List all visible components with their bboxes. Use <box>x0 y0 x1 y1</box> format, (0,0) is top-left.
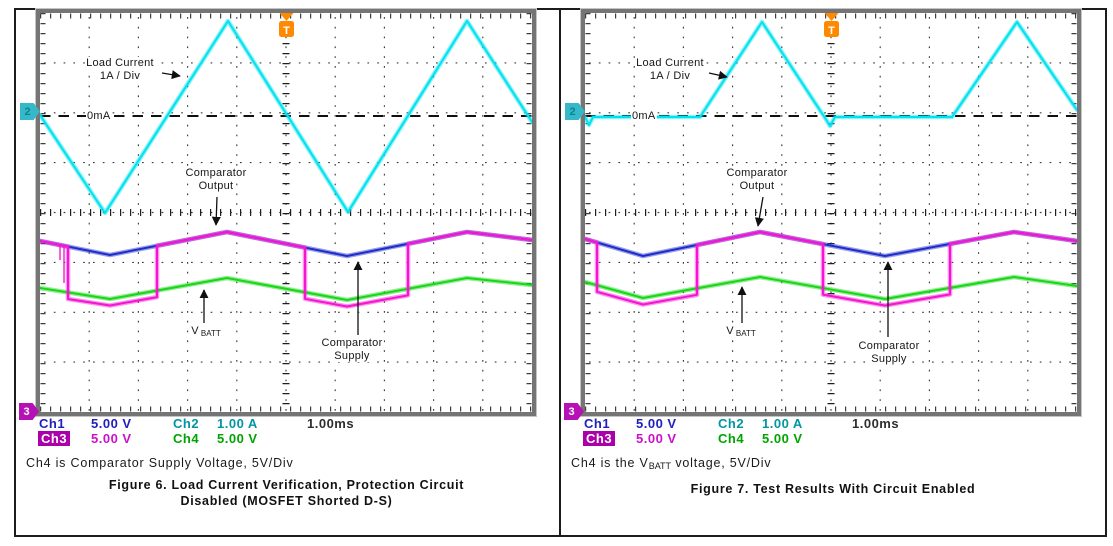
vbatt-label: V BATT <box>189 325 223 338</box>
zero-ma-label: 0mA <box>86 110 112 122</box>
figure6-caption-line1: Figure 6. Load Current Verification, Pro… <box>108 478 465 492</box>
ch1-value: 5.00 V <box>636 416 677 431</box>
channel2-marker: 2 <box>20 103 40 120</box>
ch3-label: Ch3 <box>583 431 616 446</box>
scope-graphics-fig7: T <box>585 13 1077 412</box>
figure6-caption-line2: Disabled (MOSFET Shorted D-S) <box>180 494 393 508</box>
ch3-value: 5.00 V <box>91 431 132 446</box>
trigger-marker: T <box>279 13 294 37</box>
trace-ch2 <box>585 21 1077 127</box>
ch4-label: Ch4 <box>173 431 200 446</box>
figure6-caption: Figure 6. Load Current Verification, Pro… <box>14 477 559 509</box>
grid-horizontal-lines <box>585 62 1077 363</box>
panel-divider <box>559 8 561 537</box>
border-ticks <box>585 13 1077 412</box>
ch1-value: 5.00 V <box>91 416 132 431</box>
scope-plot-fig7: T Load Current 1A / Div 0mA Comparator O… <box>581 9 1081 416</box>
figure6-panel: T Load Current 1A / Div 0mA Comparator O… <box>14 8 559 537</box>
trace-ch3 <box>40 231 532 308</box>
border-ticks <box>40 13 532 412</box>
channel2-marker: 2 <box>565 103 585 120</box>
figure7-note: Ch4 is the VBATT voltage, 5V/Div <box>571 456 772 471</box>
trigger-label: T <box>828 25 835 37</box>
vbatt-label: V BATT <box>724 325 758 338</box>
scope-graphics-fig6: T <box>40 13 532 412</box>
scope-plot-fig6: T Load Current 1A / Div 0mA Comparator O… <box>36 9 536 416</box>
comparator-output-label: Comparator Output <box>725 167 789 192</box>
trace-ch3 <box>585 231 1077 307</box>
ch2-value: 1.00 A <box>217 416 258 431</box>
grid-horizontal-lines <box>40 62 532 363</box>
figure6-note: Ch4 is Comparator Supply Voltage, 5V/Div <box>26 456 294 470</box>
trigger-marker: T <box>824 13 839 37</box>
ch1-label: Ch1 <box>39 416 66 431</box>
ch2-label: Ch2 <box>718 416 745 431</box>
ch2-value: 1.00 A <box>762 416 803 431</box>
trigger-label: T <box>283 25 290 37</box>
ch1-label: Ch1 <box>584 416 611 431</box>
figure7-caption: Figure 7. Test Results With Circuit Enab… <box>559 481 1107 497</box>
load-current-arrow <box>161 70 181 80</box>
figure7-panel: T Load Current 1A / Div 0mA Comparator O… <box>559 8 1107 537</box>
ch4-label: Ch4 <box>718 431 745 446</box>
timebase-value: 1.00ms <box>852 416 900 431</box>
channel3-marker: 3 <box>19 403 39 420</box>
comparator-output-label: Comparator Output <box>184 167 248 192</box>
load-current-label: Load Current 1A / Div <box>76 57 164 83</box>
timebase-value: 1.00ms <box>307 416 355 431</box>
ch2-label: Ch2 <box>173 416 200 431</box>
load-current-label: Load Current 1A / Div <box>635 57 705 82</box>
load-current-line1: Load Current <box>85 57 155 69</box>
load-current-line2: 1A / Div <box>98 70 142 82</box>
comparator-supply-label: Comparator Supply <box>320 337 384 362</box>
figure7-caption-line1: Figure 7. Test Results With Circuit Enab… <box>690 482 976 496</box>
comparator-supply-label: Comparator Supply <box>857 340 921 365</box>
trace-ch4 <box>40 277 532 301</box>
ch3-label: Ch3 <box>38 431 71 446</box>
ch3-value: 5.00 V <box>636 431 677 446</box>
comparator-output-arrow <box>754 196 764 227</box>
trace-ch2 <box>40 20 532 214</box>
load-current-arrow <box>708 70 728 80</box>
zero-ma-label: 0mA <box>631 110 657 122</box>
ch4-value: 5.00 V <box>217 431 258 446</box>
comparator-output-arrow <box>211 196 221 226</box>
ch4-value: 5.00 V <box>762 431 803 446</box>
channel3-marker: 3 <box>564 403 584 420</box>
